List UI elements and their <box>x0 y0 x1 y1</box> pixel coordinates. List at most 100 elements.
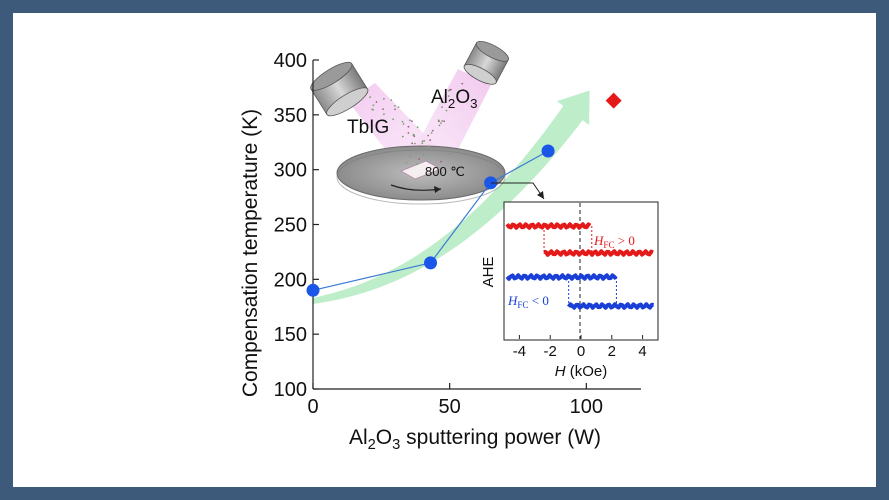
inset-frame <box>503 201 659 341</box>
y-tick-label: 400 <box>274 50 307 72</box>
y-tick-label: 150 <box>274 324 307 346</box>
y-tick-label: 300 <box>274 160 307 182</box>
data-point <box>484 176 498 190</box>
particle <box>421 142 424 145</box>
particle <box>438 124 441 127</box>
x-tick-label: 50 <box>439 396 461 418</box>
inset-x-tick-label: -2 <box>544 343 557 360</box>
inset-x-label: H (kOe) <box>555 363 608 380</box>
particle <box>461 82 464 85</box>
y-tick-label: 250 <box>274 215 307 237</box>
inset-y-label: AHE <box>480 257 497 288</box>
particle <box>401 120 404 123</box>
data-point <box>424 256 438 270</box>
inset-plot: -4 -2 0 2 4 AHE H (kOe) HFC > 0 HFC < 0 <box>480 201 659 380</box>
particle <box>440 160 442 163</box>
particle <box>412 133 415 136</box>
particle <box>409 155 412 157</box>
particle <box>447 95 450 97</box>
tbig-target <box>310 61 369 117</box>
particle <box>430 132 433 134</box>
particle <box>427 134 430 137</box>
series-line <box>312 150 549 291</box>
x-axis-title: Al2O3 sputtering power (W) <box>349 426 601 453</box>
particle <box>416 126 419 129</box>
particle <box>413 135 416 138</box>
al2o3-target <box>463 40 509 85</box>
inset-x-ticks: -4 -2 0 2 4 <box>513 335 647 360</box>
y-ticks: 100 150 200 250 300 350 400 <box>274 50 319 401</box>
particle <box>397 106 400 108</box>
inset-x-tick-label: 4 <box>638 343 646 360</box>
particle <box>420 145 422 148</box>
particle <box>431 129 434 132</box>
x-tick-label: 100 <box>570 396 603 418</box>
particle <box>362 97 364 100</box>
particle <box>390 99 393 101</box>
particle <box>429 139 432 141</box>
particle <box>449 88 451 91</box>
inset-x-tick-label: 0 <box>577 343 585 360</box>
particle <box>448 153 451 156</box>
y-axis-title: Compensation temperature (K) <box>239 109 262 397</box>
data-points <box>306 92 622 297</box>
trend-arrow <box>312 90 590 304</box>
inset-loops <box>505 222 654 310</box>
particle <box>372 104 375 107</box>
particle <box>411 120 413 123</box>
sputtering-schematic: TbIG Al2O3 800 ℃ <box>310 40 509 205</box>
particle <box>443 101 445 104</box>
data-point-diamond <box>605 92 622 109</box>
particle <box>443 120 445 123</box>
particle <box>441 106 443 109</box>
particle <box>440 122 442 124</box>
y-tick-label: 350 <box>274 105 307 127</box>
particle <box>428 145 430 148</box>
particle <box>457 91 460 94</box>
loop-branch <box>505 222 592 230</box>
y-tick-label: 200 <box>274 269 307 291</box>
particle <box>383 97 385 100</box>
figure-card: TbIG Al2O3 800 ℃ 100 150 200 250 300 350 400 0… <box>13 13 876 487</box>
loop-branch <box>543 249 654 257</box>
particle <box>394 108 396 111</box>
particle <box>407 125 410 128</box>
particle <box>414 142 416 145</box>
particle <box>405 161 408 164</box>
particle <box>411 142 413 145</box>
tbig-label: TbIG <box>347 117 389 138</box>
particle <box>445 109 448 112</box>
hfc-negative-label: HFC < 0 <box>507 293 549 310</box>
particle <box>371 108 374 111</box>
particle <box>441 120 444 122</box>
particle <box>447 89 450 92</box>
particle <box>416 163 419 166</box>
particle <box>409 119 411 122</box>
particle <box>423 140 426 142</box>
al2o3-label: Al2O3 <box>431 87 478 111</box>
sputtered-particles <box>362 82 465 166</box>
particle <box>462 89 465 91</box>
hysteresis-loop <box>505 222 654 257</box>
loop-branch <box>505 273 618 281</box>
inset-x-tick-label: -4 <box>513 343 526 360</box>
hysteresis-loop <box>505 273 654 310</box>
inset-x-tick-label: 2 <box>608 343 616 360</box>
particle <box>422 153 425 156</box>
data-point <box>306 283 320 297</box>
particle <box>383 113 385 115</box>
particle <box>375 101 378 103</box>
particle <box>438 120 440 123</box>
particle <box>392 118 394 120</box>
data-point <box>541 144 555 158</box>
particle <box>418 158 421 161</box>
x-tick-label: 0 <box>307 396 318 418</box>
particle <box>393 105 396 107</box>
particle <box>421 140 424 143</box>
particle <box>402 123 405 125</box>
particle <box>369 96 371 99</box>
y-tick-label: 100 <box>274 379 307 401</box>
hfc-positive-label: HFC > 0 <box>593 233 635 250</box>
main-axes: 100 150 200 250 300 350 400 0 50 100 <box>274 50 641 418</box>
